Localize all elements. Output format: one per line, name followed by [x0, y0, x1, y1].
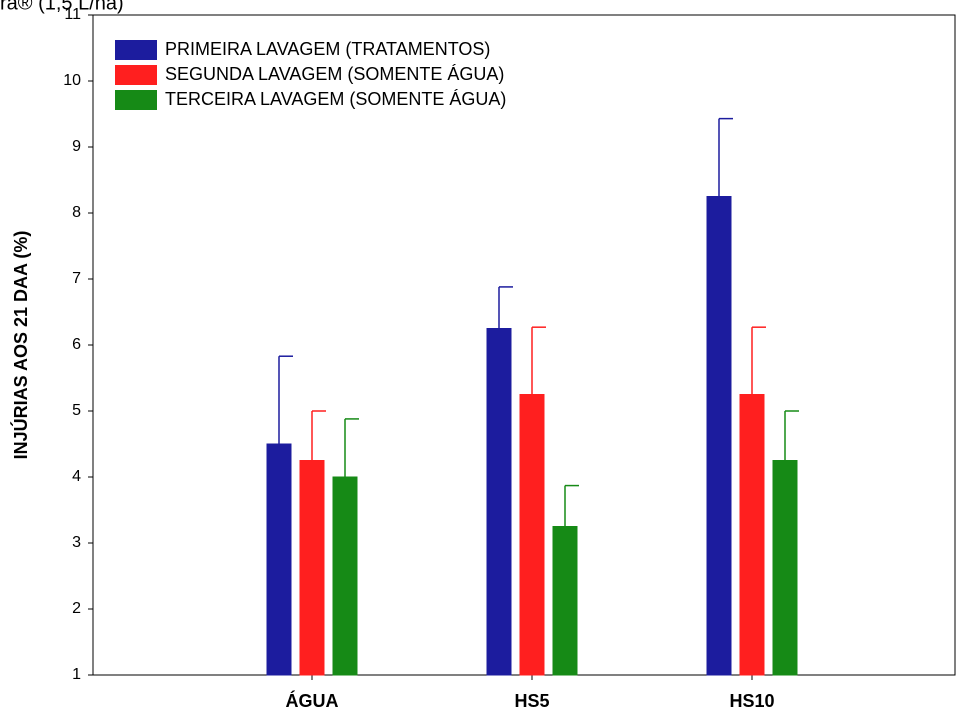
- x-tick-label: HS10: [729, 691, 774, 711]
- x-tick-label: HS5: [514, 691, 549, 711]
- chart-title: ra® (1,5 L/ha): [0, 0, 124, 14]
- x-tick-label: ÁGUA: [286, 690, 339, 711]
- y-tick-label: 4: [72, 468, 81, 485]
- error-bar: [784, 410, 799, 461]
- legend-label: SEGUNDA LAVAGEM (SOMENTE ÁGUA): [165, 64, 504, 84]
- y-tick-label: 2: [72, 600, 81, 617]
- legend-swatch: [115, 90, 157, 110]
- bar: [552, 526, 578, 676]
- error-bar: [718, 117, 733, 197]
- y-tick-label: 9: [72, 138, 81, 155]
- error-bar: [344, 418, 359, 477]
- error-bar: [498, 286, 513, 329]
- bar: [299, 460, 325, 676]
- legend-label: PRIMEIRA LAVAGEM (TRATAMENTOS): [165, 39, 490, 59]
- error-bar: [278, 355, 293, 444]
- error-bar: [311, 410, 326, 461]
- y-tick-label: 3: [72, 534, 81, 551]
- error-bar: [751, 326, 766, 395]
- y-tick-label: 10: [63, 72, 81, 89]
- bar: [772, 460, 798, 676]
- y-tick-label: 5: [72, 402, 81, 419]
- legend-label: TERCEIRA LAVAGEM (SOMENTE ÁGUA): [165, 89, 506, 109]
- legend-swatch: [115, 65, 157, 85]
- error-bar: [531, 326, 546, 395]
- y-tick-label: 7: [72, 270, 81, 287]
- bar: [486, 328, 512, 676]
- bar: [519, 394, 545, 676]
- bar: [706, 196, 732, 676]
- bar: [266, 443, 292, 676]
- bar: [739, 394, 765, 676]
- y-tick-label: 6: [72, 336, 81, 353]
- y-axis-label: INJÚRIAS AOS 21 DAA (%): [10, 231, 31, 460]
- y-tick-label: 11: [64, 6, 81, 23]
- y-tick-label: 8: [72, 204, 81, 221]
- bar: [332, 476, 358, 676]
- legend-swatch: [115, 40, 157, 60]
- error-bar: [564, 484, 579, 527]
- y-tick-label: 1: [72, 666, 81, 683]
